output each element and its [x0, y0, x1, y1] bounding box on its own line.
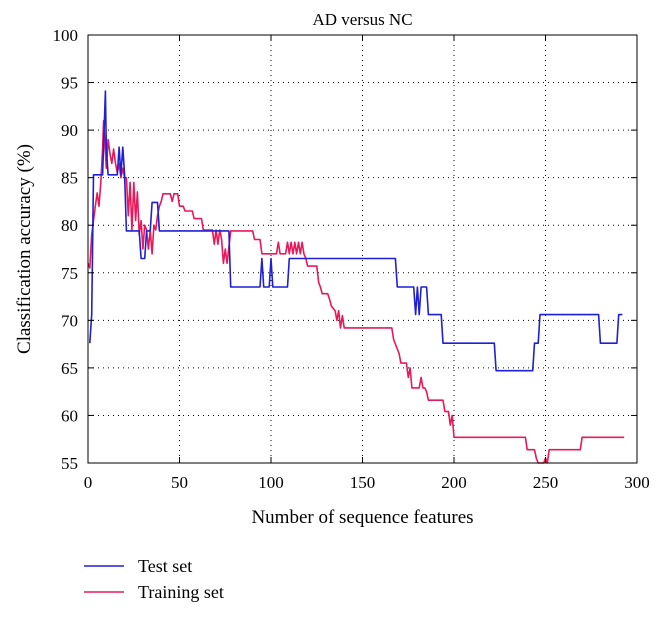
y-tick-label: 70 [61, 311, 78, 330]
series-line-training-set [87, 119, 625, 464]
y-tick-label: 55 [61, 454, 78, 473]
y-tick-label: 90 [61, 121, 78, 140]
legend: Test set Training set [84, 556, 224, 602]
series-lines [87, 90, 625, 464]
y-tick-label: 60 [61, 406, 78, 425]
y-tick-label: 100 [53, 26, 79, 45]
x-axis-title: Number of sequence features [251, 507, 473, 528]
x-tick-label: 150 [350, 473, 376, 492]
series-line-test-set [89, 90, 623, 372]
legend-label-training-set: Training set [138, 582, 224, 602]
y-tick-label: 95 [61, 74, 78, 93]
y-tick-label: 65 [61, 359, 78, 378]
chart-title: AD versus NC [312, 10, 412, 29]
legend-label-test-set: Test set [138, 556, 192, 576]
y-tick-label: 85 [61, 169, 78, 188]
x-tick-label: 50 [171, 473, 188, 492]
x-tick-label: 250 [533, 473, 559, 492]
axis-ticks: 0 50 100 150 200 250 300 55 60 65 70 75 80 85 90 95 100 [53, 26, 650, 492]
plot-frame [87, 34, 638, 464]
x-tick-label: 0 [84, 473, 93, 492]
grid-lines [88, 35, 637, 463]
y-tick-label: 80 [61, 216, 78, 235]
x-tick-label: 100 [258, 473, 284, 492]
y-axis-title: Classification accuracy (%) [14, 144, 35, 354]
y-tick-label: 75 [61, 264, 78, 283]
x-tick-label: 300 [624, 473, 650, 492]
x-tick-label: 200 [441, 473, 467, 492]
